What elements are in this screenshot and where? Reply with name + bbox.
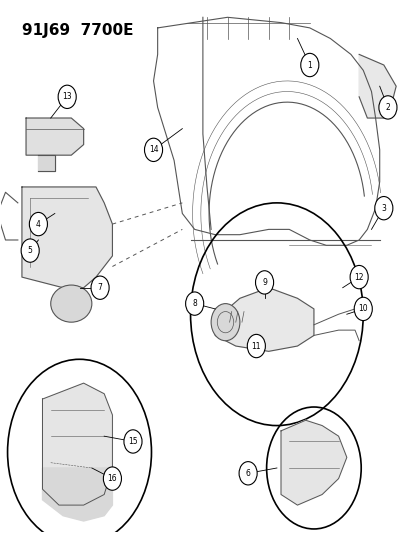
Text: 16: 16 [107,474,117,483]
Polygon shape [215,288,313,351]
Text: 4: 4 [36,220,41,229]
Circle shape [238,462,256,485]
Text: 14: 14 [148,146,158,155]
Circle shape [29,213,47,236]
Text: 3: 3 [380,204,385,213]
Circle shape [378,96,396,119]
Text: 2: 2 [385,103,389,112]
Text: 13: 13 [62,92,72,101]
Circle shape [144,138,162,161]
Polygon shape [358,54,395,118]
Text: 91J69  7700E: 91J69 7700E [22,22,133,38]
Polygon shape [26,118,83,155]
Text: 11: 11 [251,342,261,351]
Text: 8: 8 [192,299,197,308]
Text: 9: 9 [261,278,266,287]
Circle shape [255,271,273,294]
Circle shape [247,334,265,358]
Text: 12: 12 [354,272,363,281]
Text: 10: 10 [358,304,367,313]
Circle shape [103,467,121,490]
Circle shape [185,292,203,316]
Circle shape [58,85,76,109]
Text: 15: 15 [128,437,138,446]
Circle shape [91,276,109,300]
Polygon shape [38,155,55,171]
Circle shape [211,304,239,341]
Text: 1: 1 [307,61,311,69]
Circle shape [123,430,142,453]
Polygon shape [22,187,112,288]
Ellipse shape [51,285,92,322]
Text: 6: 6 [245,469,250,478]
Polygon shape [280,420,346,505]
Text: 5: 5 [28,246,33,255]
Polygon shape [43,468,112,521]
Text: 7: 7 [97,283,102,292]
Polygon shape [43,383,112,505]
Circle shape [354,297,371,320]
Circle shape [374,197,392,220]
Circle shape [21,239,39,262]
Circle shape [349,265,367,289]
Circle shape [300,53,318,77]
